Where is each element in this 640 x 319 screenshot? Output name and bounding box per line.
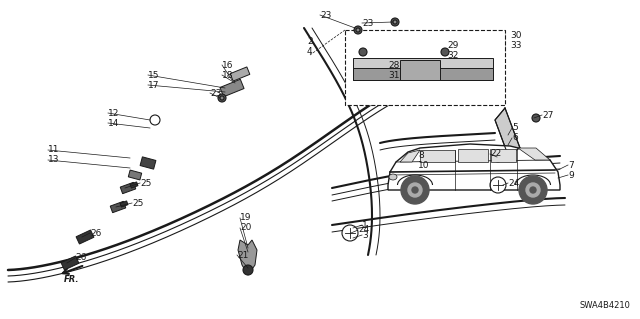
Text: 24: 24 [508,179,519,188]
Circle shape [342,225,358,241]
Circle shape [391,18,399,26]
Bar [130,182,138,188]
Text: 14: 14 [108,118,120,128]
Ellipse shape [389,174,397,180]
Bar [230,67,250,81]
Polygon shape [518,148,550,160]
Circle shape [218,94,226,102]
Polygon shape [400,150,420,162]
Bar [128,170,141,180]
Text: 2: 2 [307,38,312,47]
Text: 4: 4 [307,48,312,56]
Bar [110,201,126,213]
Text: 25: 25 [140,179,152,188]
Text: 10: 10 [418,160,429,169]
Bar [220,79,244,97]
Text: 30: 30 [510,31,522,40]
Text: 31: 31 [388,70,399,79]
Text: 25: 25 [132,198,143,207]
Bar [61,256,79,270]
Text: 21: 21 [237,250,248,259]
Text: 6: 6 [512,133,518,143]
Bar [400,60,440,80]
Bar [353,58,493,80]
Bar [491,149,516,162]
Circle shape [243,265,253,275]
Bar [120,201,128,207]
Text: 23: 23 [320,11,332,19]
Text: 8: 8 [418,151,424,160]
Text: 12: 12 [108,108,120,117]
Text: 7: 7 [568,160,573,169]
Bar [76,230,94,244]
Text: 26: 26 [90,228,101,238]
Circle shape [220,96,224,100]
Circle shape [532,114,540,122]
Text: 5: 5 [512,123,518,132]
Text: 32: 32 [447,50,458,60]
Circle shape [490,177,506,193]
Circle shape [412,187,418,193]
Text: 26: 26 [75,254,86,263]
Text: 23: 23 [210,88,221,98]
Bar [353,68,493,80]
Text: 17: 17 [148,80,159,90]
Text: 13: 13 [48,155,60,165]
Text: 3: 3 [362,231,368,240]
Text: FR.: FR. [64,275,80,284]
Bar [458,149,488,162]
Text: 11: 11 [48,145,60,154]
Text: 29: 29 [447,41,458,49]
Polygon shape [495,108,520,155]
Bar [420,150,455,162]
Text: 16: 16 [222,61,234,70]
Circle shape [408,183,422,197]
Circle shape [493,152,503,162]
Circle shape [354,26,362,34]
Text: 20: 20 [240,224,252,233]
Circle shape [393,20,397,24]
Text: 22: 22 [490,150,501,159]
Circle shape [526,183,540,197]
Bar [120,182,136,194]
Circle shape [519,176,547,204]
Text: SWA4B4210: SWA4B4210 [579,301,630,310]
Text: 24: 24 [358,226,369,234]
Text: 28: 28 [388,61,399,70]
Polygon shape [388,144,560,190]
Circle shape [359,48,367,56]
Text: 19: 19 [240,213,252,222]
Text: 33: 33 [510,41,522,49]
Text: 18: 18 [222,70,234,79]
Bar [140,157,156,169]
Text: 23: 23 [362,19,373,27]
Text: 15: 15 [148,70,159,79]
Circle shape [441,48,449,56]
Bar [345,30,505,105]
Circle shape [530,187,536,193]
Polygon shape [238,240,257,275]
Circle shape [356,28,360,32]
Circle shape [150,115,160,125]
Text: 9: 9 [568,170,573,180]
Text: 1: 1 [362,220,368,229]
Text: 27: 27 [542,110,554,120]
Circle shape [401,176,429,204]
